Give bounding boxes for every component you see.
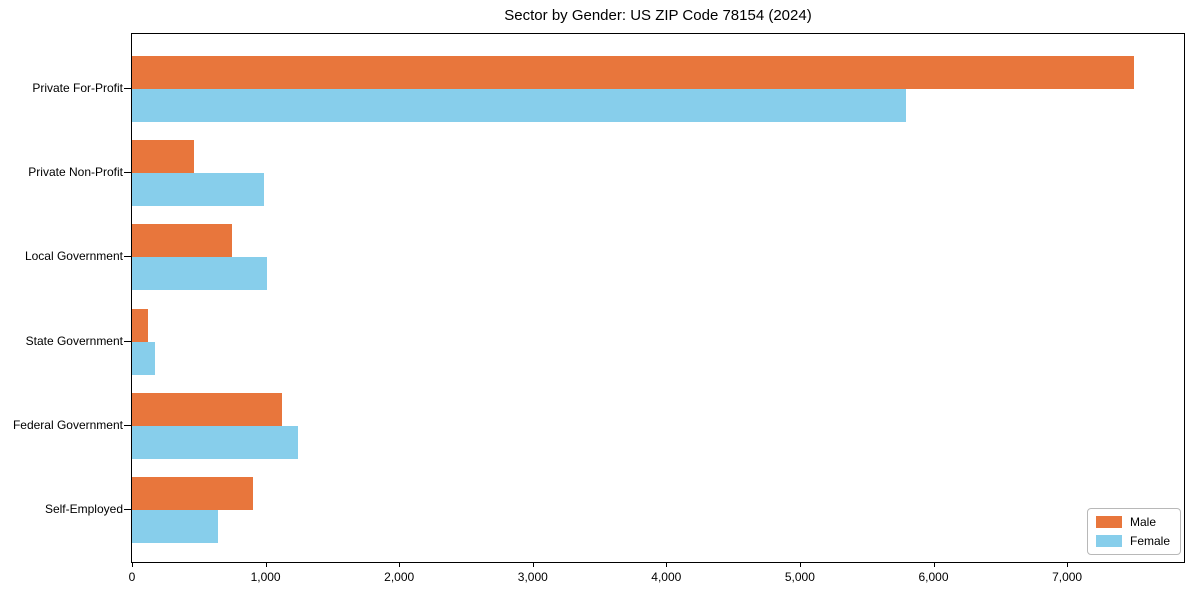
bar-male-state-government: [132, 308, 148, 342]
xtick-label-1000: 1,000: [250, 570, 281, 584]
xtick-label-0: 0: [128, 570, 136, 584]
bar-female-state-government: [132, 341, 156, 375]
xtick-label-4000: 4,000: [651, 570, 682, 584]
legend-label-female: Female: [1129, 534, 1170, 548]
xtick-mark: [399, 563, 401, 567]
ytick-mark: [124, 172, 131, 174]
xtick-mark: [933, 563, 935, 567]
ytick-label-private-non-profit: Private Non-Profit: [28, 165, 123, 180]
xtick-mark: [1067, 563, 1069, 567]
ytick-mark: [124, 509, 131, 510]
xtick-mark: [666, 563, 668, 567]
legend-label-male: Male: [1129, 515, 1156, 529]
female-series-swatch: [1095, 535, 1122, 547]
xtick-mark: [265, 563, 267, 567]
male-series-swatch: [1095, 516, 1122, 528]
xtick-label-7000: 7,000: [1052, 570, 1083, 584]
ytick-label-local-government: Local Government: [24, 249, 123, 264]
ytick-label-federal-government: Federal Government: [12, 417, 123, 432]
ytick-label-private-for-profit: Private For-Profit: [32, 81, 123, 95]
ytick-mark: [124, 256, 131, 258]
legend-entry-male: Male: [1095, 515, 1170, 529]
legend: Male Female: [1086, 508, 1181, 555]
legend-entry-female: Female: [1095, 534, 1170, 548]
bar-female-private-non-profit: [132, 173, 265, 207]
plot-area: Male Female: [131, 33, 1185, 563]
bar-male-private-for-profit: [132, 56, 1134, 89]
xtick-label-5000: 5,000: [784, 570, 815, 584]
bar-male-private-non-profit: [132, 140, 195, 174]
ytick-label-self-employed: Self-Employed: [44, 502, 123, 516]
bar-male-federal-government: [132, 392, 282, 426]
xtick-label-3000: 3,000: [517, 570, 548, 584]
xtick-label-6000: 6,000: [918, 570, 949, 584]
bar-female-local-government: [132, 257, 267, 291]
bar-male-self-employed: [132, 477, 253, 510]
bar-male-local-government: [132, 224, 233, 258]
bar-female-private-for-profit: [132, 89, 906, 122]
ytick-mark: [124, 424, 131, 426]
ytick-mark: [124, 340, 131, 342]
bar-female-federal-government: [132, 425, 298, 459]
bar-female-self-employed: [132, 510, 218, 543]
ytick-label-state-government: State Government: [25, 333, 123, 348]
ytick-mark: [124, 88, 131, 89]
xtick-mark: [532, 563, 534, 567]
xtick-mark: [132, 563, 133, 567]
chart-title: Sector by Gender: US ZIP Code 78154 (202…: [504, 7, 812, 24]
xtick-label-2000: 2,000: [384, 570, 415, 584]
xtick-mark: [799, 563, 801, 567]
